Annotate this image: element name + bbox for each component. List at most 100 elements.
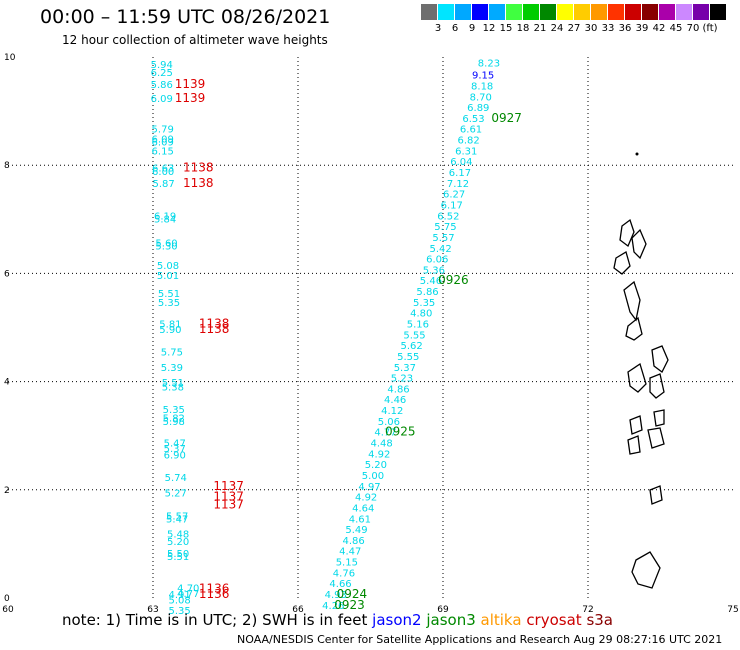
x-tick-label: 69 — [437, 605, 449, 615]
swh-value-label: 4.77 — [177, 589, 199, 600]
swh-value-label: 5.47 — [166, 514, 188, 525]
color-swatch — [455, 4, 471, 20]
color-swatch — [625, 4, 641, 20]
swh-value-label: 5.01 — [157, 271, 179, 282]
swh-value-label: 5.35 — [168, 606, 190, 617]
swh-value-label: 5.74 — [165, 473, 187, 484]
swh-value-label: 5.55 — [403, 330, 425, 341]
swh-value-label: 6.61 — [460, 125, 482, 136]
pass-time-label: 0927 — [491, 111, 522, 125]
swh-value-label: 6.90 — [164, 450, 186, 461]
swh-value-label: 4.12 — [381, 406, 403, 417]
swh-value-label: 4.47 — [339, 547, 361, 558]
color-swatch — [472, 4, 488, 20]
swh-value-label: 4.80 — [410, 309, 432, 320]
color-swatch — [523, 4, 539, 20]
swh-value-label: 5.20 — [365, 460, 387, 471]
color-scale-label: 70 — [686, 23, 700, 34]
swh-value-label: 6.15 — [152, 146, 174, 157]
swh-value-label: 6.19 — [154, 211, 176, 222]
swh-value-label: 5.57 — [166, 512, 188, 523]
swh-value-label: 4.97 — [358, 482, 380, 493]
satellite-legend-jason3: jason3 — [421, 611, 476, 629]
color-swatch — [676, 4, 692, 20]
swh-value-label: 5.49 — [345, 525, 367, 536]
swh-value-label: 6.53 — [462, 114, 484, 125]
color-scale-label: (ft) — [702, 23, 718, 34]
swh-value-label: 5.51 — [167, 552, 189, 563]
swh-value-label: 7.12 — [447, 179, 469, 190]
swh-value-label: 5.84 — [154, 215, 176, 226]
swh-value-label: 5.15 — [336, 558, 358, 569]
credit-line: NOAA/NESDIS Center for Satellite Applica… — [237, 633, 723, 646]
island-outline — [649, 485, 663, 505]
swh-value-label: 5.06 — [378, 417, 400, 428]
island-outline — [613, 251, 631, 275]
island-outline — [623, 280, 641, 322]
island-outline — [627, 362, 647, 393]
swh-value-label: 6.09 — [152, 138, 174, 149]
x-tick-label: 63 — [147, 605, 158, 615]
color-scale-label: 18 — [516, 23, 530, 34]
swh-value-label: 5.98 — [163, 417, 185, 428]
island-outline — [631, 551, 661, 589]
swh-value-label: 5.00 — [362, 471, 384, 482]
island-outline — [647, 427, 665, 449]
swh-value-label: 5.30 — [155, 242, 177, 253]
y-tick-label: 4 — [4, 378, 10, 388]
swh-value-label: 4.77 — [374, 428, 396, 439]
swh-value-label: 5.55 — [397, 352, 419, 363]
swh-value-label: 5.82 — [163, 414, 185, 425]
swh-value-label: 6.63 — [152, 164, 174, 175]
swh-value-label: 4.86 — [387, 384, 409, 395]
swh-value-label: 5.37 — [164, 444, 186, 455]
swh-value-label: 5.08 — [168, 595, 190, 606]
pass-time-label: 1139 — [175, 77, 206, 91]
color-swatch — [489, 4, 505, 20]
color-swatch — [438, 4, 454, 20]
swh-value-label: 5.36 — [423, 265, 445, 276]
island-outline — [649, 373, 665, 399]
x-tick-label: 75 — [727, 605, 738, 615]
pass-time-label: 1138 — [183, 176, 214, 190]
swh-value-label: 5.16 — [407, 320, 429, 331]
pass-time-label: 1137 — [213, 490, 244, 504]
swh-value-label: 5.48 — [167, 529, 189, 540]
x-tick-label: 60 — [2, 605, 14, 615]
swh-value-label: 6.52 — [437, 211, 459, 222]
color-scale-label: 24 — [550, 23, 564, 34]
swh-value-label: 4.48 — [371, 439, 393, 450]
island-outline — [625, 316, 643, 341]
swh-value-label: 8.23 — [478, 59, 500, 70]
island-outline — [631, 228, 647, 260]
swh-value-label: 4.64 — [352, 503, 374, 514]
swh-value-label: 5.57 — [432, 233, 454, 244]
island-dot — [635, 152, 639, 156]
swh-value-label: 6.00 — [152, 167, 174, 178]
swh-value-label: 4.86 — [342, 536, 364, 547]
color-scale-label: 42 — [652, 23, 666, 34]
swh-value-label: 6.31 — [455, 146, 477, 157]
color-swatch — [574, 4, 590, 20]
y-tick-label: 6 — [4, 269, 10, 279]
swh-value-label: 5.60 — [155, 238, 177, 249]
map-title: 00:00 – 11:59 UTC 08/26/2021 — [40, 6, 331, 28]
y-tick-label: 2 — [4, 486, 10, 496]
color-swatch — [693, 4, 709, 20]
y-tick-label: 0 — [4, 594, 10, 604]
pass-time-label: 1138 — [199, 322, 230, 336]
swh-value-label: 5.62 — [400, 341, 422, 352]
swh-value-label: 5.75 — [161, 348, 183, 359]
pass-time-label: 0925 — [385, 425, 416, 439]
pass-time-label: 1138 — [183, 161, 214, 175]
swh-value-label: 4.46 — [384, 395, 406, 406]
satellite-legend-jason2: jason2 — [372, 611, 422, 629]
island-outline — [619, 218, 635, 248]
pass-time-label: 1139 — [175, 91, 206, 105]
swh-value-label: 6.25 — [151, 68, 173, 79]
swh-value-label: 4.91 — [168, 590, 190, 601]
color-scale-label: 3 — [434, 23, 442, 34]
swh-value-label: 5.20 — [167, 537, 189, 548]
swh-value-label: 6.17 — [441, 200, 463, 211]
island-outline — [627, 435, 641, 455]
